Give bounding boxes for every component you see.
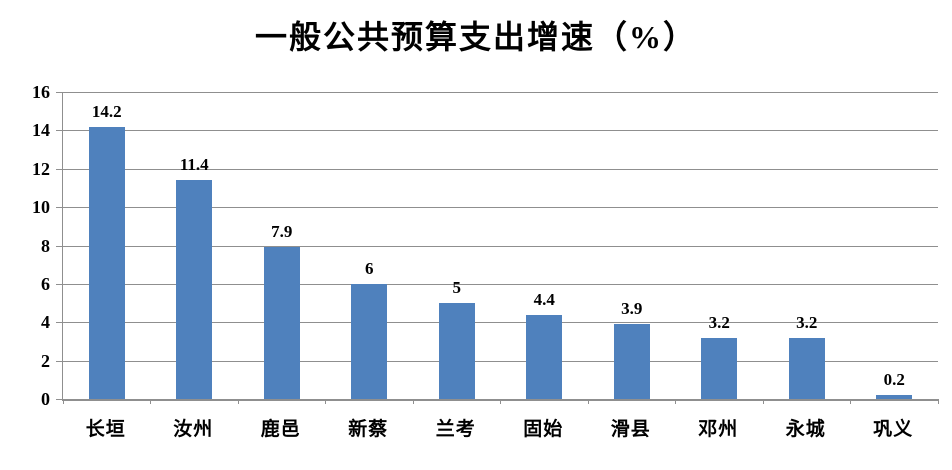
plot-area: 14.2 11.4 7.9 6 5 4.4 3.9 3.2 3.2 0.2	[56, 92, 939, 404]
y-axis-tick	[56, 168, 62, 170]
x-axis-label: 兰考	[435, 419, 476, 440]
y-axis-label: 4	[41, 312, 50, 333]
y-axis-tick	[56, 130, 62, 132]
bar-5	[438, 303, 475, 399]
x-axis-label: 新蔡	[348, 419, 389, 440]
x-axis-tick	[237, 399, 239, 404]
gridline	[63, 130, 938, 132]
gridline	[63, 207, 938, 209]
bar-value-label: 3.9	[621, 299, 643, 319]
y-axis-label: 10	[32, 197, 50, 218]
y-axis-label: 14	[32, 120, 50, 141]
x-axis-tick	[150, 399, 151, 404]
x-axis-tick	[850, 399, 851, 404]
x-axis-label: 巩义	[873, 419, 914, 440]
chart-title: 一般公共预算支出增速（%）	[254, 19, 697, 55]
y-axis-tick	[56, 245, 62, 247]
x-axis-tick	[587, 399, 589, 404]
gridline	[63, 245, 938, 247]
y-axis-label: 0	[41, 389, 50, 409]
bar-value-label: 14.2	[91, 101, 122, 121]
x-axis-label: 汝州	[173, 419, 214, 440]
bar-6	[526, 314, 563, 399]
x-axis-tick	[937, 399, 939, 404]
gridline	[63, 322, 938, 324]
x-axis-tick	[675, 399, 676, 404]
bar-value-label: 5	[452, 278, 462, 298]
x-axis-tick	[62, 399, 64, 404]
bar-value-label: 3.2	[708, 312, 730, 332]
x-axis-tick	[500, 399, 501, 404]
bar-value-label: 6	[365, 258, 374, 278]
x-axis-label: 滑县	[610, 419, 651, 440]
x-axis-tick	[762, 399, 764, 404]
x-axis-label: 鹿邑	[260, 419, 301, 440]
bar-value-label: 0.2	[883, 370, 905, 390]
y-axis-label: 12	[32, 158, 50, 179]
bar-10	[876, 395, 913, 399]
bar-2	[176, 180, 213, 399]
y-axis-label: 6	[41, 273, 50, 294]
bar-8	[701, 337, 738, 399]
y-axis-label: 8	[41, 235, 50, 256]
y-axis-label: 16	[32, 82, 50, 102]
bar-value-label: 4.4	[533, 289, 555, 309]
y-axis-tick	[56, 322, 62, 324]
bar-value-label: 3.2	[796, 312, 818, 332]
y-axis-tick	[56, 399, 62, 400]
bar-1	[88, 126, 125, 399]
x-axis-label: 长垣	[85, 419, 126, 440]
x-axis-tick	[325, 399, 326, 404]
y-axis-tick	[56, 360, 62, 362]
bar-4	[351, 283, 388, 399]
gridline	[63, 92, 938, 93]
gridline	[63, 360, 938, 362]
y-axis-tick	[56, 207, 62, 209]
bar-7	[613, 324, 650, 399]
bar-value-label: 11.4	[179, 155, 209, 175]
y-axis-label: 2	[41, 350, 50, 371]
x-axis-label: 邓州	[698, 419, 739, 440]
x-axis-label: 固始	[523, 419, 564, 440]
x-axis-label: 永城	[785, 419, 826, 440]
bar-9	[788, 337, 825, 399]
gridline	[63, 283, 938, 285]
x-axis-tick	[412, 399, 414, 404]
bar-value-label: 7.9	[271, 222, 293, 242]
y-axis-tick	[56, 92, 62, 93]
y-axis-tick	[56, 283, 62, 285]
bar-3	[263, 247, 300, 399]
gridline	[63, 168, 938, 170]
